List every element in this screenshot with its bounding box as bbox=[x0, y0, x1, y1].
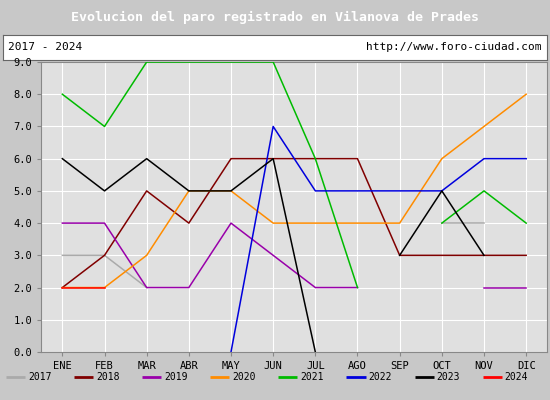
Text: Evolucion del paro registrado en Vilanova de Prades: Evolucion del paro registrado en Vilanov… bbox=[71, 11, 479, 24]
Text: 2017: 2017 bbox=[28, 372, 52, 382]
Text: 2018: 2018 bbox=[96, 372, 119, 382]
Text: 2022: 2022 bbox=[368, 372, 392, 382]
Text: 2020: 2020 bbox=[232, 372, 256, 382]
Text: 2023: 2023 bbox=[436, 372, 460, 382]
Text: 2024: 2024 bbox=[504, 372, 528, 382]
Text: 2021: 2021 bbox=[300, 372, 324, 382]
Text: 2019: 2019 bbox=[164, 372, 188, 382]
Text: http://www.foro-ciudad.com: http://www.foro-ciudad.com bbox=[366, 42, 542, 52]
Text: 2017 - 2024: 2017 - 2024 bbox=[8, 42, 82, 52]
